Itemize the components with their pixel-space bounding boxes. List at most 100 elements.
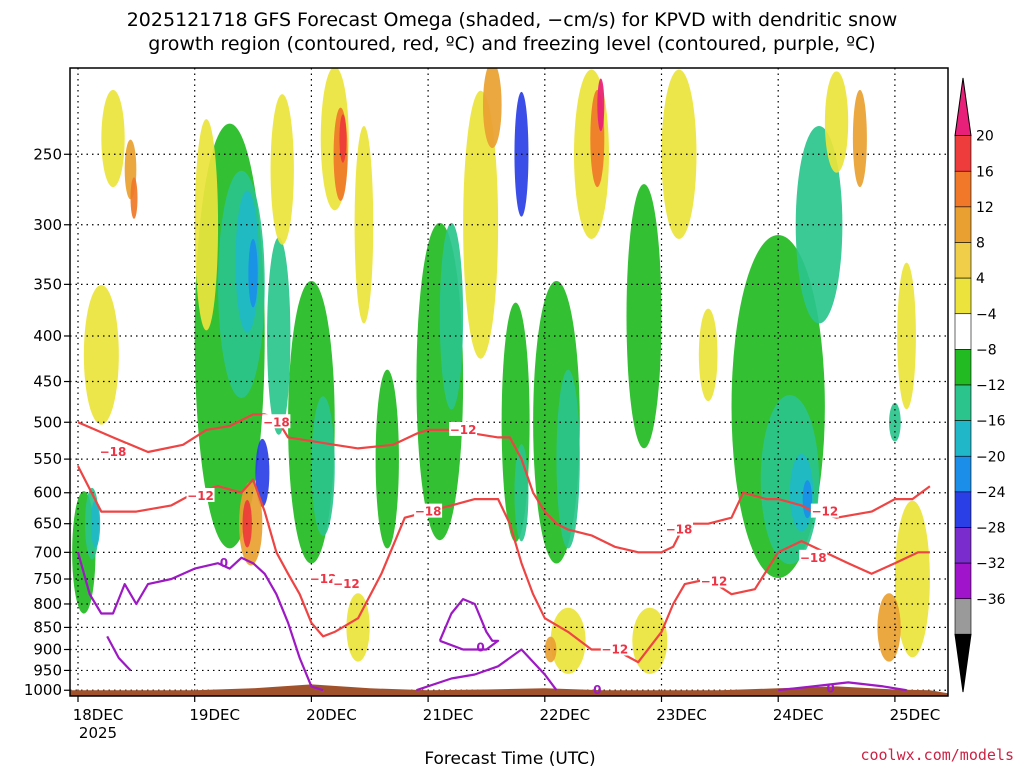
y-tick-label-650: 650 [33, 515, 62, 533]
colorbar-label-8: −16 [976, 414, 1006, 430]
omega-shade-6 [83, 285, 119, 425]
omega-shade-39 [626, 184, 662, 449]
omega-shade-36 [597, 78, 605, 132]
colorbar-label-11: −28 [976, 521, 1006, 537]
colorbar-swatch-11 [954, 491, 972, 528]
x-tick-label-4: 22DEC [540, 706, 591, 724]
omega-shade-49 [852, 89, 867, 188]
dgz-label-bg-1 [186, 487, 215, 502]
y-tick-label-800: 800 [33, 595, 62, 613]
colorbar-swatch-7 [954, 349, 972, 386]
omega-shade-14 [267, 237, 291, 435]
colorbar-swatch-9 [954, 420, 972, 457]
chart-title-line-2: growth region (contoured, red, ºC) and f… [148, 33, 875, 55]
colorbar-swatch-14 [954, 598, 972, 635]
dgz-label-10: −18 [800, 551, 827, 565]
y-tick-label-350: 350 [33, 275, 62, 293]
dgz-label-bg-7 [665, 521, 694, 536]
dgz-label-7: −18 [666, 523, 693, 537]
omega-shade-19 [339, 114, 347, 163]
colorbar-swatch-6 [954, 313, 972, 350]
colorbar-label-12: −32 [976, 556, 1006, 572]
y-tick-label-1000: 1000 [24, 681, 62, 699]
credit-text: coolwx.com/models [860, 746, 1014, 764]
omega-shade-3 [101, 89, 125, 188]
colorbar-top-arrow [954, 77, 972, 137]
omega-shade-10 [248, 238, 258, 308]
omega-shade-23 [346, 593, 370, 662]
y-tick-label-300: 300 [33, 216, 62, 234]
colorbar-label-4: 4 [976, 271, 985, 287]
dgz-label-4: −12 [450, 423, 477, 437]
y-tick-label-400: 400 [33, 327, 62, 345]
dgz-label-bg-4 [449, 421, 478, 436]
dgz-label-9: −12 [811, 505, 838, 519]
dgz-label-bg-0 [99, 444, 128, 459]
omega-shade-28 [482, 68, 502, 148]
x-axis-label: Forecast Time (UTC) [424, 749, 595, 768]
omega-shade-27 [463, 90, 499, 359]
dgz-label-bg-10 [799, 549, 828, 564]
omega-shade-51 [877, 593, 901, 662]
x-tick-label-0: 18DEC [73, 706, 124, 724]
colorbar-label-6: −8 [976, 342, 997, 358]
y-tick-label-600: 600 [33, 484, 62, 502]
terrain-fill [70, 684, 948, 696]
y-tick-label-250: 250 [33, 145, 62, 163]
colorbar-label-1: 16 [976, 164, 994, 180]
colorbar-label-5: −4 [976, 307, 997, 323]
omega-shade-21 [311, 396, 335, 536]
colorbar-swatch-12 [954, 527, 972, 564]
y-tick-label-500: 500 [33, 413, 62, 431]
colorbar-swatch-1 [954, 135, 972, 172]
omega-shade-22 [354, 126, 374, 324]
colorbar-swatch-8 [954, 384, 972, 421]
colorbar: 20 16 12 8 4 −4 −8 −12 −16 −20 −24 −28 −32 −36 [954, 77, 1006, 693]
omega-shade-26 [439, 222, 464, 410]
colorbar-label-7: −12 [976, 378, 1006, 394]
y-tick-label-950: 950 [33, 661, 62, 679]
dgz-label-5: −18 [415, 505, 442, 519]
dgz-label-bg-3 [309, 571, 338, 586]
dgz-label-bg-2 [262, 414, 291, 429]
dgz-label-bg-8 [700, 573, 729, 588]
colorbar-swatch-5 [954, 277, 972, 315]
dgz-label-8: −12 [701, 575, 728, 589]
omega-shade-24 [375, 369, 399, 549]
x-year-label: 2025 [79, 724, 117, 742]
x-axis-ticks: 18DEC 19DEC 20DEC 21DEC 22DEC 23DEC 24DEC 25DEC [73, 696, 940, 724]
y-tick-label-900: 900 [33, 641, 62, 659]
freezing-contour-line-1 [438, 598, 500, 651]
omega-shade-16 [270, 94, 294, 245]
y-axis-ticks: 250 300 350 400 450 500 550 600 650 700 750 800 850 9… [24, 145, 70, 699]
omega-shade-15 [194, 119, 219, 331]
omega-shade-41 [698, 308, 718, 402]
dgz-label-bg-6 [600, 641, 629, 656]
omega-shade-37 [550, 607, 586, 674]
x-tick-label-7: 25DEC [890, 706, 941, 724]
omega-shade-11 [255, 438, 270, 507]
freezing-contour-line-3 [416, 648, 558, 692]
colorbar-swatch-2 [954, 170, 972, 208]
omega-shade-2 [90, 499, 101, 548]
colorbar-swatch-4 [954, 242, 972, 279]
colorbar-label-13: −36 [976, 592, 1006, 608]
y-tick-label-450: 450 [33, 373, 62, 391]
dgz-label-bg-9 [810, 503, 839, 518]
omega-shade-5 [130, 177, 138, 219]
dgz-label-1: −12 [187, 489, 214, 503]
freezing-label-1: 0 [476, 640, 484, 654]
dgz-contour-line-1 [77, 465, 930, 664]
freezing-level-contours [76, 552, 907, 692]
freezing-contour-line-4 [778, 681, 907, 692]
omega-shade-53 [889, 402, 901, 442]
freezing-contour-line-0 [76, 552, 324, 692]
x-tick-label-6: 24DEC [773, 706, 824, 724]
x-tick-label-2: 20DEC [306, 706, 357, 724]
y-tick-label-750: 750 [33, 570, 62, 588]
omega-shade-48 [824, 71, 849, 173]
omega-shade-40 [661, 69, 697, 239]
x-tick-label-1: 19DEC [189, 706, 240, 724]
